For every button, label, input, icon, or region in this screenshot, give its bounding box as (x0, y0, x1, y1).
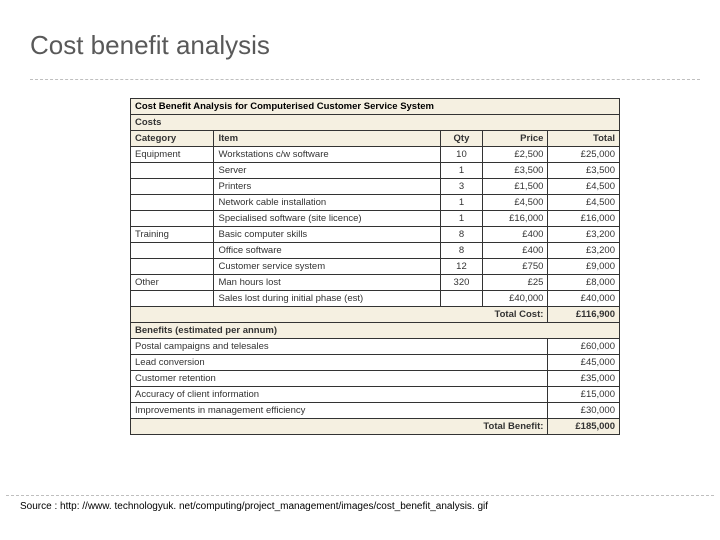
table-row: Specialised software (site licence)1£16,… (131, 211, 620, 227)
cell-item: Printers (214, 179, 441, 195)
table-row: Printers3£1,500£4,500 (131, 179, 620, 195)
table-row: Postal campaigns and telesales£60,000 (131, 339, 620, 355)
cell-price: £3,500 (482, 163, 548, 179)
cell-item: Sales lost during initial phase (est) (214, 291, 441, 307)
costs-section-label: Costs (131, 115, 620, 131)
cell-item: Workstations c/w software (214, 147, 441, 163)
table-row: Network cable installation1£4,500£4,500 (131, 195, 620, 211)
col-qty: Qty (441, 131, 483, 147)
cell-price: £1,500 (482, 179, 548, 195)
cell-total: £4,500 (548, 179, 620, 195)
cell-item: Accuracy of client information (131, 387, 548, 403)
cell-category: Other (131, 275, 214, 291)
cell-category (131, 243, 214, 259)
cell-total: £16,000 (548, 211, 620, 227)
page-title: Cost benefit analysis (30, 30, 700, 61)
total-benefit-value: £185,000 (548, 419, 620, 435)
cell-total: £3,200 (548, 243, 620, 259)
cell-total: £45,000 (548, 355, 620, 371)
cell-total: £30,000 (548, 403, 620, 419)
cell-qty: 1 (441, 211, 483, 227)
table-row: Server1£3,500£3,500 (131, 163, 620, 179)
total-cost-label: Total Cost: (131, 307, 548, 323)
cell-qty (441, 291, 483, 307)
cell-item: Improvements in management efficiency (131, 403, 548, 419)
cell-price: £16,000 (482, 211, 548, 227)
cell-qty: 12 (441, 259, 483, 275)
cell-total: £25,000 (548, 147, 620, 163)
cost-benefit-table: Cost Benefit Analysis for Computerised C… (130, 98, 620, 435)
cell-qty: 320 (441, 275, 483, 291)
cell-total: £15,000 (548, 387, 620, 403)
cell-item: Specialised software (site licence) (214, 211, 441, 227)
cell-total: £40,000 (548, 291, 620, 307)
table-title: Cost Benefit Analysis for Computerised C… (131, 99, 620, 115)
col-category: Category (131, 131, 214, 147)
divider-top (30, 79, 700, 80)
benefits-section-label: Benefits (estimated per annum) (131, 323, 620, 339)
cell-category: Training (131, 227, 214, 243)
table-row: Sales lost during initial phase (est) £40… (131, 291, 620, 307)
cell-category (131, 179, 214, 195)
cell-total: £4,500 (548, 195, 620, 211)
cell-total: £3,200 (548, 227, 620, 243)
divider-bottom (6, 495, 714, 496)
col-price: Price (482, 131, 548, 147)
cell-item: Basic computer skills (214, 227, 441, 243)
cell-price: £400 (482, 227, 548, 243)
cell-total: £9,000 (548, 259, 620, 275)
table-row: Improvements in management efficiency£30… (131, 403, 620, 419)
cell-item: Network cable installation (214, 195, 441, 211)
cell-category (131, 259, 214, 275)
col-item: Item (214, 131, 441, 147)
table-row: Customer service system12£750£9,000 (131, 259, 620, 275)
cell-price: £2,500 (482, 147, 548, 163)
table-row: OtherMan hours lost320£25£8,000 (131, 275, 620, 291)
source-citation: Source : http: //www. technologyuk. net/… (20, 501, 488, 512)
cell-qty: 10 (441, 147, 483, 163)
cell-item: Server (214, 163, 441, 179)
cell-qty: 1 (441, 195, 483, 211)
cell-total: £60,000 (548, 339, 620, 355)
cell-qty: 3 (441, 179, 483, 195)
cell-price: £40,000 (482, 291, 548, 307)
cell-category (131, 291, 214, 307)
table-row: Customer retention£35,000 (131, 371, 620, 387)
cell-category: Equipment (131, 147, 214, 163)
cell-qty: 8 (441, 243, 483, 259)
cell-item: Customer retention (131, 371, 548, 387)
table-row: EquipmentWorkstations c/w software10£2,5… (131, 147, 620, 163)
cell-item: Office software (214, 243, 441, 259)
total-cost-value: £116,900 (548, 307, 620, 323)
table-row: Accuracy of client information£15,000 (131, 387, 620, 403)
cell-price: £400 (482, 243, 548, 259)
cell-category (131, 163, 214, 179)
cell-price: £750 (482, 259, 548, 275)
cell-total: £35,000 (548, 371, 620, 387)
table-row: Lead conversion£45,000 (131, 355, 620, 371)
cell-qty: 8 (441, 227, 483, 243)
cell-item: Man hours lost (214, 275, 441, 291)
cell-price: £25 (482, 275, 548, 291)
cell-qty: 1 (441, 163, 483, 179)
table-row: Office software8£400£3,200 (131, 243, 620, 259)
cell-item: Customer service system (214, 259, 441, 275)
cell-total: £3,500 (548, 163, 620, 179)
table-row: TrainingBasic computer skills8£400£3,200 (131, 227, 620, 243)
cell-item: Lead conversion (131, 355, 548, 371)
cell-category (131, 195, 214, 211)
cell-total: £8,000 (548, 275, 620, 291)
total-benefit-label: Total Benefit: (131, 419, 548, 435)
cell-price: £4,500 (482, 195, 548, 211)
col-total: Total (548, 131, 620, 147)
cell-item: Postal campaigns and telesales (131, 339, 548, 355)
cell-category (131, 211, 214, 227)
cost-benefit-table-container: Cost Benefit Analysis for Computerised C… (130, 98, 620, 435)
